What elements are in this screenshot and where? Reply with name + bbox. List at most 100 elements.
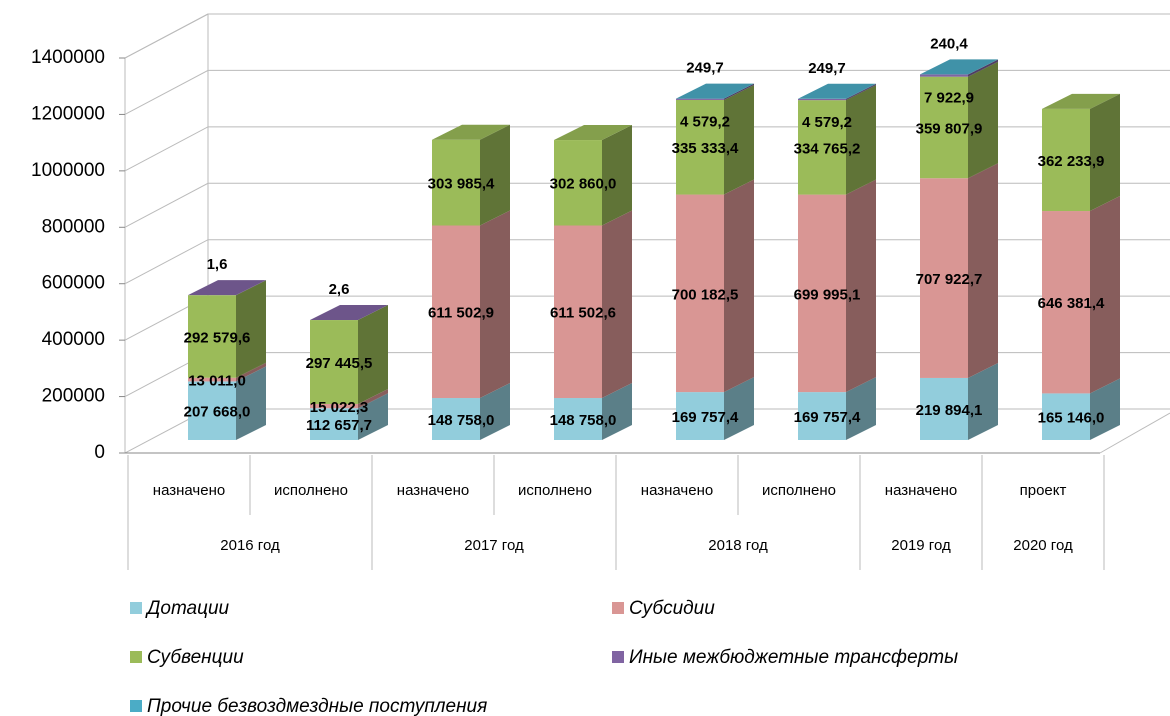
data-label: 207 668,0	[184, 404, 251, 421]
bar	[798, 392, 846, 440]
bar-top	[432, 124, 510, 140]
legend-swatch	[130, 602, 142, 614]
bar-side	[846, 85, 876, 195]
grid-line	[124, 126, 1170, 172]
bar-side	[480, 383, 510, 440]
grid-line	[124, 69, 1170, 115]
data-label: 646 381,4	[1038, 295, 1105, 312]
group-label: 2017 год	[464, 537, 524, 554]
y-tick-label: 1400000	[31, 47, 105, 68]
legend-label: Субсидии	[629, 598, 715, 619]
bar	[798, 98, 846, 101]
bar	[432, 139, 480, 226]
data-label: 4 579,2	[680, 114, 730, 131]
data-label: 13 011,0	[188, 373, 246, 390]
bar	[920, 377, 968, 440]
data-label: 362 233,9	[1038, 153, 1105, 170]
bar-side	[846, 83, 876, 101]
data-label: 4 579,2	[802, 114, 852, 131]
bar-side	[968, 59, 998, 77]
bar-top	[1042, 93, 1120, 109]
y-tick-label: 800000	[42, 216, 105, 237]
data-label: 707 922,7	[916, 271, 983, 288]
bar-side	[480, 210, 510, 399]
data-label: 297 445,5	[306, 355, 373, 372]
bar-side	[1090, 378, 1120, 440]
bar-side	[358, 388, 388, 409]
bar-side	[602, 210, 632, 399]
bar-side	[968, 362, 998, 440]
x-tick-label: назначено	[885, 482, 957, 499]
bar-side	[724, 83, 754, 100]
data-label: 249,7	[808, 60, 846, 77]
bar-side	[358, 393, 388, 440]
grid-line	[124, 239, 1170, 285]
bar	[554, 225, 602, 399]
x-tick-label: назначено	[153, 482, 225, 499]
data-label: 699 995,1	[794, 286, 861, 303]
bar-side	[358, 305, 388, 321]
data-label: 1,6	[207, 256, 228, 273]
floor-edge	[1099, 412, 1170, 454]
bar-side	[968, 59, 998, 75]
legend-swatch	[612, 651, 624, 663]
data-label: 148 758,0	[428, 412, 495, 429]
bar	[676, 194, 724, 393]
bar-side	[846, 377, 876, 440]
bar	[432, 398, 480, 440]
data-label: 292 579,6	[184, 329, 251, 346]
bar-side	[480, 124, 510, 226]
group-label: 2020 год	[1013, 537, 1073, 554]
data-label: 7 922,9	[924, 89, 974, 106]
data-label: 302 860,0	[550, 176, 617, 193]
x-tick-label: назначено	[641, 482, 713, 499]
legend-label: Дотации	[145, 598, 230, 619]
bar	[676, 98, 724, 100]
bar	[310, 408, 358, 440]
group-label: 2016 год	[220, 537, 280, 554]
data-label: 249,7	[686, 60, 724, 77]
grid-line	[124, 182, 1170, 228]
bar	[920, 74, 968, 77]
bar	[310, 403, 358, 409]
legend-label: Субвенции	[147, 647, 244, 668]
bar	[310, 320, 358, 404]
data-label: 219 894,1	[916, 402, 983, 419]
x-tick-label: проект	[1020, 482, 1067, 499]
bar-side	[1090, 196, 1120, 394]
data-label: 148 758,0	[550, 412, 617, 429]
bar-side	[724, 83, 754, 99]
data-label: 334 765,2	[794, 140, 861, 157]
y-tick-label: 0	[94, 442, 105, 463]
grid-line	[124, 13, 1170, 59]
bar	[554, 140, 602, 226]
legend-swatch	[612, 602, 624, 614]
bar	[1042, 108, 1090, 212]
bar-side	[1090, 93, 1120, 212]
bar	[432, 225, 480, 399]
bar-side	[724, 179, 754, 393]
bar	[798, 194, 846, 393]
bar	[188, 381, 236, 440]
y-tick-label: 600000	[42, 273, 105, 294]
bar	[188, 295, 236, 378]
x-tick-label: исполнено	[274, 482, 348, 499]
bar-top	[188, 280, 266, 296]
bar-top	[676, 83, 754, 99]
bar	[188, 377, 236, 382]
data-label: 112 657,7	[306, 417, 372, 434]
bar	[798, 100, 846, 195]
grid-line	[124, 295, 1170, 341]
bar-top	[310, 305, 388, 321]
bar-side	[846, 83, 876, 99]
bar	[554, 398, 602, 440]
group-label: 2018 год	[708, 537, 768, 554]
bar-side	[968, 163, 998, 378]
bar	[1042, 393, 1090, 440]
data-label: 2,6	[329, 281, 350, 298]
x-tick-label: исполнено	[762, 482, 836, 499]
grid-line	[124, 352, 1170, 398]
bar	[1042, 211, 1090, 394]
bar-side	[236, 280, 266, 296]
